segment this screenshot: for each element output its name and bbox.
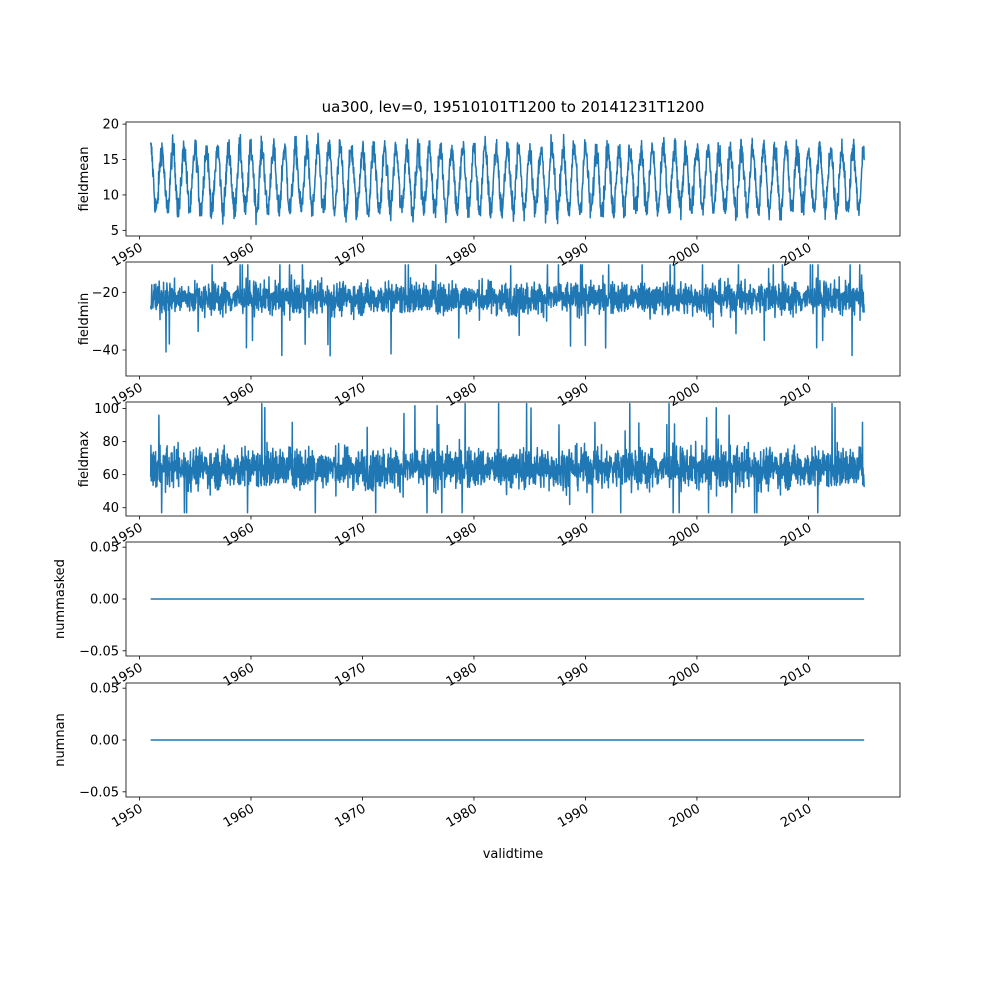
subplot-numnan: −0.05 0.00 0.05 numnan 1950 1960 1970 1980 1990 2… bbox=[53, 682, 901, 831]
x-tick-label: 2000 bbox=[667, 660, 703, 690]
x-tick-label: 2000 bbox=[667, 380, 703, 410]
y-tick-label: 100 bbox=[94, 402, 119, 417]
x-tick-label: 1950 bbox=[109, 240, 145, 270]
x-tick-label: 1990 bbox=[555, 380, 591, 410]
x-tick-label: 1960 bbox=[221, 380, 257, 410]
y-tick-label: −0.05 bbox=[79, 785, 119, 800]
y-tick-label: 40 bbox=[102, 501, 119, 516]
x-tick-label: 1970 bbox=[332, 240, 368, 270]
x-tick-label: 1980 bbox=[444, 660, 480, 690]
x-tick-label: 1950 bbox=[109, 801, 145, 831]
x-axis-label: validtime bbox=[483, 847, 544, 862]
axes-frame bbox=[125, 401, 901, 517]
y-tick-label: 0.05 bbox=[90, 541, 119, 556]
y-tick-label: 20 bbox=[102, 118, 119, 133]
subplot-fieldmean: 5 10 15 20 fieldmean 1950 1960 1970 1980 1990 2000… bbox=[77, 118, 901, 270]
y-axis-label: nummasked bbox=[53, 559, 68, 639]
series-line-fieldmean bbox=[149, 132, 865, 226]
x-tick-label: 1960 bbox=[221, 801, 257, 831]
x-tick-label: 1980 bbox=[444, 240, 480, 270]
subplots: 5 10 15 20 fieldmean 1950 1960 1970 1980 1990 2000… bbox=[53, 118, 901, 831]
y-tick-label: 10 bbox=[102, 188, 119, 203]
y-tick-label: 5 bbox=[111, 224, 119, 239]
x-tick-label: 2010 bbox=[778, 660, 814, 690]
x-tick-label: 1980 bbox=[444, 520, 480, 550]
x-tick-label: 1980 bbox=[444, 801, 480, 831]
x-tick-label: 2010 bbox=[778, 801, 814, 831]
x-tick-label: 2000 bbox=[667, 520, 703, 550]
x-tick-label: 1970 bbox=[332, 520, 368, 550]
x-tick-label: 1970 bbox=[332, 660, 368, 690]
x-tick-label: 1990 bbox=[555, 660, 591, 690]
y-axis-label: fieldmax bbox=[77, 431, 92, 488]
x-tick-label: 2010 bbox=[778, 520, 814, 550]
y-tick-label: 0.05 bbox=[90, 682, 119, 697]
y-axis-label: fieldmin bbox=[77, 293, 92, 346]
y-tick-label: 15 bbox=[102, 153, 119, 168]
y-axis-label: numnan bbox=[53, 713, 68, 767]
y-tick-label: −0.05 bbox=[79, 644, 119, 659]
axes-frame bbox=[125, 261, 901, 377]
y-tick-label: 0.00 bbox=[90, 734, 119, 749]
y-tick-label: −40 bbox=[92, 344, 119, 359]
axes-frame bbox=[125, 121, 901, 237]
x-tick-label: 2000 bbox=[667, 240, 703, 270]
y-tick-label: 80 bbox=[102, 435, 119, 450]
x-tick-label: 1960 bbox=[221, 660, 257, 690]
x-tick-label: 1960 bbox=[221, 520, 257, 550]
x-tick-label: 1970 bbox=[332, 801, 368, 831]
x-tick-label: 1970 bbox=[332, 380, 368, 410]
series-line-fieldmin bbox=[149, 264, 865, 357]
x-tick-label: 1980 bbox=[444, 380, 480, 410]
series-line-fieldmax bbox=[149, 402, 865, 514]
x-tick-label: 2010 bbox=[778, 240, 814, 270]
y-tick-label: 60 bbox=[102, 468, 119, 483]
x-tick-label: 1990 bbox=[555, 240, 591, 270]
y-axis-label: fieldmean bbox=[77, 147, 92, 212]
x-tick-label: 2010 bbox=[778, 380, 814, 410]
x-tick-label: 1990 bbox=[555, 801, 591, 831]
x-tick-label: 2000 bbox=[667, 801, 703, 831]
x-tick-label: 1990 bbox=[555, 520, 591, 550]
x-tick-label: 1960 bbox=[221, 240, 257, 270]
y-tick-label: −20 bbox=[92, 286, 119, 301]
y-tick-label: 0.00 bbox=[90, 593, 119, 608]
chart-title: ua300, lev=0, 19510101T1200 to 20141231T… bbox=[322, 98, 705, 116]
